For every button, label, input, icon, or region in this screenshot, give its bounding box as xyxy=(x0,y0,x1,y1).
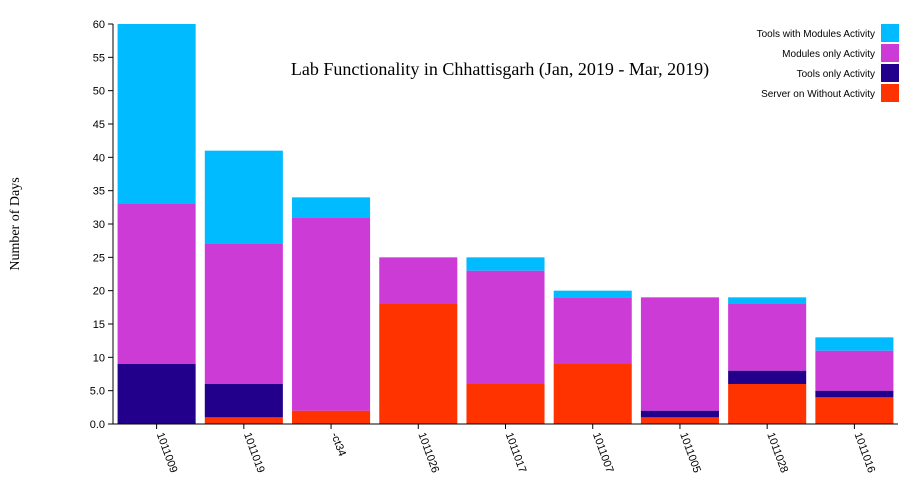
legend-swatch xyxy=(881,64,899,82)
bar-ct34-series-3 xyxy=(292,197,371,218)
bar-1011016-series-3 xyxy=(815,337,894,351)
bar-1011016-series-2 xyxy=(815,350,894,391)
bar-1011007-series-2 xyxy=(553,297,632,364)
y-axis: 0.0 5.0 10 15 20 25 30 35 40 45 50 55 60 xyxy=(90,19,114,431)
y-tick-label: 0.0 xyxy=(90,419,105,431)
x-tick-label: 1011007 xyxy=(590,431,616,475)
x-axis: 1011009 1011019 -ct34 1011026 1011017 1011007… xyxy=(113,423,898,475)
bar-1011005-series-0 xyxy=(640,417,719,424)
y-axis-label: Number of Days xyxy=(8,177,23,270)
y-tick-label: 30 xyxy=(93,219,105,231)
legend-label: Modules only Activity xyxy=(782,49,875,60)
chart-title: Lab Functionality in Chhattisgarh (Jan, … xyxy=(291,59,709,80)
legend-label: Server on Without Activity xyxy=(761,89,875,100)
y-tick-label: 45 xyxy=(93,119,105,131)
bar-1011019-series-2 xyxy=(204,244,283,384)
bar-1011009-series-1 xyxy=(117,364,196,424)
bar-1011017-series-2 xyxy=(466,270,545,384)
y-tick-label: 40 xyxy=(93,152,105,164)
y-tick-label: 60 xyxy=(93,19,105,31)
bar-1011028-series-3 xyxy=(728,297,807,304)
bar-ct34-series-0 xyxy=(292,410,371,424)
bar-1011005-series-1 xyxy=(640,410,719,418)
legend-swatch xyxy=(881,84,899,102)
y-tick-label: 15 xyxy=(93,319,105,331)
y-tick-label: 50 xyxy=(93,86,105,98)
legend: Tools with Modules Activity Modules only … xyxy=(757,24,899,102)
x-tick-label: -ct34 xyxy=(328,431,348,458)
bar-1011026-series-2 xyxy=(379,257,458,304)
bar-1011007-series-0 xyxy=(553,364,632,424)
bars-group xyxy=(117,24,894,424)
bar-1011028-series-0 xyxy=(728,384,807,424)
legend-label: Tools with Modules Activity xyxy=(757,29,875,40)
bar-1011019-series-1 xyxy=(204,384,283,418)
x-tick-label: 1011017 xyxy=(503,431,529,475)
legend-swatch xyxy=(881,24,899,42)
bar-1011028-series-2 xyxy=(728,304,807,371)
bar-1011009-series-3 xyxy=(117,24,196,204)
y-tick-label: 25 xyxy=(93,252,105,264)
x-tick-label: 1011016 xyxy=(852,431,878,475)
x-tick-label: 1011026 xyxy=(415,431,441,475)
y-tick-label: 5.0 xyxy=(90,386,105,398)
x-tick-label: 1011019 xyxy=(241,431,267,475)
bar-1011017-series-3 xyxy=(466,257,545,271)
bar-ct34-series-2 xyxy=(292,217,371,411)
legend-swatch xyxy=(881,44,899,62)
y-tick-label: 35 xyxy=(93,186,105,198)
bar-1011005-series-2 xyxy=(640,297,719,411)
bar-1011016-series-1 xyxy=(815,390,894,398)
x-tick-label: 1011028 xyxy=(764,431,790,475)
bar-1011017-series-0 xyxy=(466,384,545,424)
bar-1011028-series-1 xyxy=(728,370,807,384)
legend-label: Tools only Activity xyxy=(797,69,875,80)
bar-1011019-series-3 xyxy=(204,150,283,244)
y-tick-label: 10 xyxy=(93,352,105,364)
x-tick-label: 1011005 xyxy=(677,431,703,475)
bar-1011009-series-2 xyxy=(117,204,196,364)
bar-1011007-series-3 xyxy=(553,290,632,298)
x-tick-label: 1011009 xyxy=(154,431,180,475)
y-tick-label: 55 xyxy=(93,52,105,64)
bar-1011019-series-0 xyxy=(204,417,283,424)
bar-1011016-series-0 xyxy=(815,397,894,424)
y-tick-label: 20 xyxy=(93,286,105,298)
bar-1011026-series-0 xyxy=(379,304,458,424)
